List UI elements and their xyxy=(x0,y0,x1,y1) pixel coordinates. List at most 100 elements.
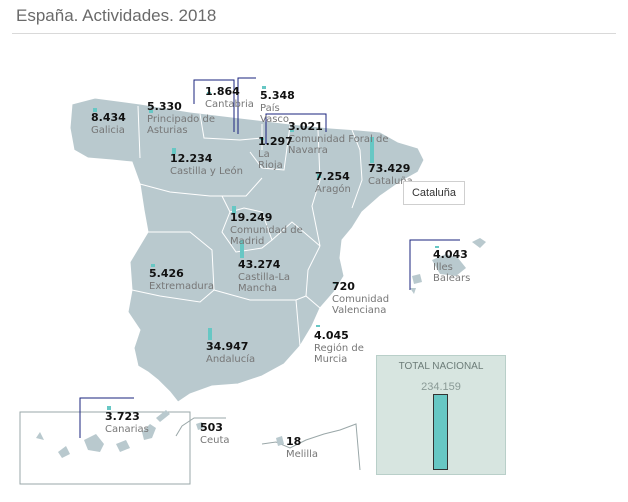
ceuta-coast-line xyxy=(175,417,226,437)
region-name: Asturias xyxy=(147,125,188,136)
bar-andalucia xyxy=(208,328,212,340)
region-value: 5.348 xyxy=(260,89,295,102)
total-bar xyxy=(433,394,448,470)
region-value: 73.429 xyxy=(368,162,410,175)
bar-castilla-leon xyxy=(172,148,176,154)
region-name: País xyxy=(260,102,280,114)
region-name: Castilla y León xyxy=(170,165,243,177)
region-name: Madrid xyxy=(230,236,264,247)
region-value: 4.043 xyxy=(433,248,468,261)
bar-galicia xyxy=(93,108,97,112)
region-name: Canarias xyxy=(105,424,149,435)
region-value: 18 xyxy=(286,435,301,448)
region-name: Mancha xyxy=(238,283,277,294)
region-value: 3.021 xyxy=(288,120,323,133)
region-name: Región de xyxy=(314,342,364,354)
bar-baleares xyxy=(435,246,439,248)
region-name: Murcia xyxy=(314,354,347,365)
region-value: 5.426 xyxy=(149,267,184,280)
region-name: Comunidad de xyxy=(230,225,303,236)
region-value: 43.274 xyxy=(238,258,281,271)
bar-extremadura xyxy=(151,264,155,267)
ceuta-shape xyxy=(196,422,204,430)
bar-murcia xyxy=(316,325,320,327)
region-name: Andalucía xyxy=(206,353,255,365)
region-tooltip: Cataluña xyxy=(403,181,465,205)
bar-navarra xyxy=(290,130,294,132)
bar-cataluna xyxy=(370,137,374,163)
region-value: 1.297 xyxy=(258,135,293,148)
region-name: Galicia xyxy=(91,125,125,136)
total-title: TOTAL NACIONAL xyxy=(398,361,484,372)
region-name: Ceuta xyxy=(200,435,230,446)
region-value: 34.947 xyxy=(206,340,248,353)
region-name: Aragón xyxy=(315,183,351,195)
region-name: Principado de xyxy=(147,114,215,125)
canarias-inset-frame xyxy=(19,411,191,485)
region-value: 3.723 xyxy=(105,410,140,423)
region-value: 7.254 xyxy=(315,170,350,183)
bar-canarias xyxy=(107,406,111,410)
bar-aragon xyxy=(317,174,321,178)
melilla-shape xyxy=(276,436,284,446)
region-name: Balears xyxy=(433,273,470,284)
region-name: Cantabria xyxy=(205,99,254,110)
melilla-coast-line xyxy=(261,423,361,471)
page-title: España. Actividades. 2018 xyxy=(16,6,217,25)
region-name: Valenciana xyxy=(332,305,386,316)
region-value: 4.045 xyxy=(314,329,349,342)
region-value: 12.234 xyxy=(170,152,213,165)
baleares-islands xyxy=(410,238,486,294)
total-value: 234.159 xyxy=(421,381,461,393)
region-name: Extremadura xyxy=(149,281,214,292)
canarias-islands xyxy=(36,410,170,458)
region-value: 5.330 xyxy=(147,100,182,113)
region-name: Rioja xyxy=(258,160,283,171)
leader-lines xyxy=(79,77,460,438)
region-value: 1.864 xyxy=(205,85,240,98)
bar-valencia xyxy=(334,283,338,284)
region-value: 720 xyxy=(332,280,355,293)
bar-madrid xyxy=(232,206,236,214)
region-name: La xyxy=(258,149,270,160)
region-name: Cataluña xyxy=(368,176,413,187)
total-panel: TOTAL NACIONAL 234.159 xyxy=(376,355,506,475)
bar-asturias xyxy=(149,110,153,113)
bar-pais-vasco xyxy=(262,86,266,89)
region-name: Melilla xyxy=(286,449,318,460)
region-value: 8.434 xyxy=(91,111,126,124)
region-borders xyxy=(131,105,363,347)
region-name: Castilla-La xyxy=(238,272,290,283)
region-name: Comunidad xyxy=(332,294,389,305)
title-divider xyxy=(12,33,616,34)
region-value: 19.249 xyxy=(230,211,272,224)
region-name: Navarra xyxy=(288,145,328,156)
region-value: 503 xyxy=(200,421,223,434)
value-bars xyxy=(93,86,439,410)
region-name: Comunidad Foral de xyxy=(288,134,389,145)
bar-castilla-la-mancha xyxy=(240,240,244,258)
total-bar-fill xyxy=(434,395,447,469)
bar-la-rioja xyxy=(260,138,264,140)
